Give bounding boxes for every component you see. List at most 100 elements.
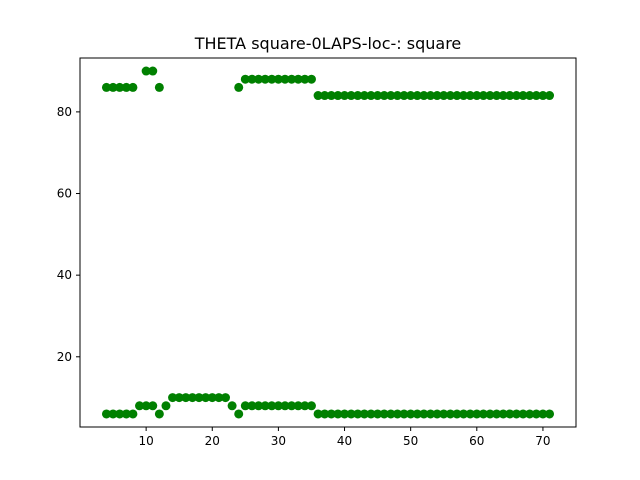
data-point [240, 74, 250, 84]
data-point [340, 91, 350, 101]
chart-title: THETA square-0LAPS-loc-: square [194, 34, 462, 53]
x-axis: 10 20 30 40 50 60 70 [138, 427, 551, 448]
y-tick-label: 60 [57, 187, 72, 201]
data-point [320, 409, 330, 419]
data-point [340, 409, 350, 419]
y-tick-label: 40 [57, 268, 72, 282]
data-point [353, 409, 363, 419]
data-point [234, 409, 244, 419]
data-point [201, 393, 211, 403]
data-point [445, 409, 455, 419]
data-point [300, 401, 310, 411]
data-point [485, 409, 495, 419]
data-point [531, 409, 541, 419]
data-point [273, 401, 283, 411]
data-point [419, 409, 429, 419]
data-point [115, 82, 125, 92]
data-point [101, 409, 111, 419]
data-point [346, 409, 356, 419]
data-point [313, 409, 323, 419]
data-point [531, 91, 541, 101]
data-point [459, 91, 469, 101]
x-tick-label: 10 [138, 434, 153, 448]
data-point [267, 401, 277, 411]
data-point [254, 74, 264, 84]
data-point [273, 74, 283, 84]
data-point [306, 401, 316, 411]
data-point [386, 409, 396, 419]
data-point [148, 66, 158, 76]
data-point [247, 74, 257, 84]
data-point [174, 393, 184, 403]
data-point [101, 82, 111, 92]
data-point [505, 91, 515, 101]
data-point [141, 401, 151, 411]
data-point [121, 82, 131, 92]
data-point [333, 91, 343, 101]
data-point [406, 409, 416, 419]
data-point [306, 74, 316, 84]
data-point [128, 409, 138, 419]
data-point [373, 409, 383, 419]
data-point [366, 91, 376, 101]
data-point [518, 91, 528, 101]
data-point [452, 409, 462, 419]
data-point [260, 401, 270, 411]
data-point [346, 91, 356, 101]
data-point [187, 393, 197, 403]
data-point [267, 74, 277, 84]
data-point [366, 409, 376, 419]
data-point [419, 91, 429, 101]
data-point [280, 74, 290, 84]
data-point [287, 74, 297, 84]
data-point [485, 91, 495, 101]
data-point [412, 409, 422, 419]
data-point [194, 393, 204, 403]
x-tick-label: 70 [535, 434, 550, 448]
data-point [240, 401, 250, 411]
data-point [313, 91, 323, 101]
data-points [101, 66, 555, 419]
data-point [373, 91, 383, 101]
data-point [525, 409, 535, 419]
data-point [439, 409, 449, 419]
data-point [300, 74, 310, 84]
data-point [399, 409, 409, 419]
data-point [128, 82, 138, 92]
data-point [399, 91, 409, 101]
data-point [154, 82, 164, 92]
data-point [492, 409, 502, 419]
x-tick-label: 60 [469, 434, 484, 448]
data-point [505, 409, 515, 419]
data-point [445, 91, 455, 101]
data-point [392, 91, 402, 101]
data-point [452, 91, 462, 101]
x-tick-label: 20 [205, 434, 220, 448]
data-point [287, 401, 297, 411]
data-point [511, 409, 521, 419]
data-point [154, 409, 164, 419]
data-point [511, 91, 521, 101]
data-point [280, 401, 290, 411]
data-point [214, 393, 224, 403]
data-point [426, 409, 436, 419]
data-point [326, 91, 336, 101]
x-tick-label: 30 [271, 434, 286, 448]
data-point [379, 91, 389, 101]
data-point [148, 401, 158, 411]
data-point [459, 409, 469, 419]
data-point [379, 409, 389, 419]
y-tick-label: 20 [57, 350, 72, 364]
data-point [359, 91, 369, 101]
data-point [260, 74, 270, 84]
plot-frame [79, 57, 577, 428]
data-point [465, 91, 475, 101]
data-point [234, 82, 244, 92]
data-point [359, 409, 369, 419]
data-point [326, 409, 336, 419]
data-point [386, 91, 396, 101]
data-point [247, 401, 257, 411]
data-point [293, 74, 303, 84]
data-point [518, 409, 528, 419]
